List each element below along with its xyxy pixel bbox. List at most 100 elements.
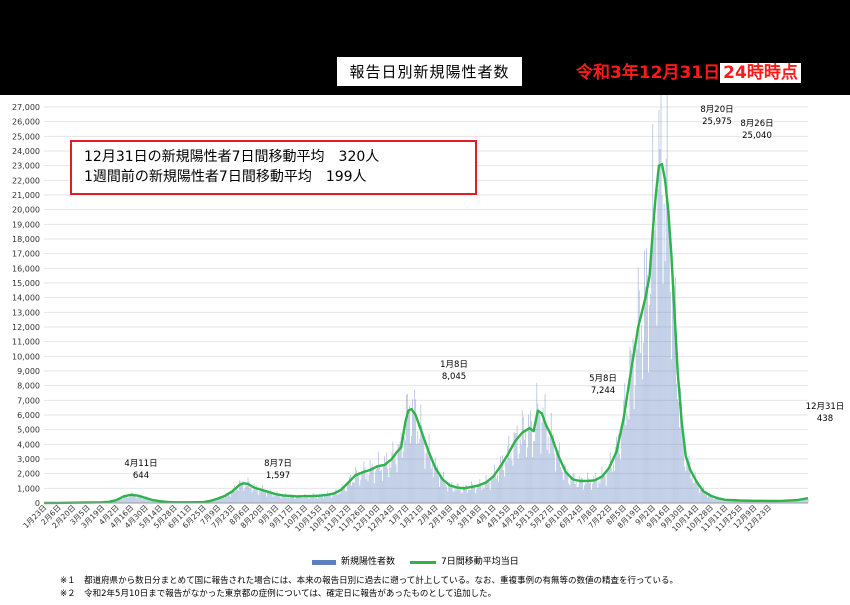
bar <box>339 493 341 503</box>
bar <box>694 472 696 503</box>
bar <box>398 444 400 503</box>
bar <box>450 484 452 503</box>
bar <box>503 469 505 503</box>
bar <box>342 488 344 503</box>
bar <box>365 479 367 503</box>
bar <box>351 485 352 503</box>
bar <box>520 444 522 503</box>
bar <box>391 452 393 503</box>
bar <box>575 481 577 503</box>
bar <box>632 338 634 503</box>
bar <box>492 475 494 503</box>
bar <box>512 465 514 503</box>
bar <box>648 372 649 503</box>
bar <box>570 477 572 503</box>
bar <box>253 483 255 503</box>
bar <box>710 495 712 503</box>
bar <box>131 492 133 503</box>
bar <box>297 496 299 503</box>
bar <box>458 489 460 503</box>
bar <box>257 494 259 503</box>
bar <box>518 453 520 503</box>
footnote-1: ※１ 都道府県から数日分まとめて国に報告された場合には、本来の報告日別に過去に遡… <box>60 576 679 586</box>
bar <box>650 293 652 503</box>
bar <box>135 498 137 503</box>
bar <box>679 427 681 503</box>
bar <box>516 425 518 503</box>
bar <box>463 487 465 503</box>
bar <box>238 490 240 503</box>
bar <box>628 419 630 503</box>
bar <box>428 433 430 503</box>
bar <box>598 480 600 503</box>
annotation-value: 25,040 <box>742 131 772 141</box>
bar <box>407 415 409 503</box>
bar <box>593 476 595 503</box>
bar <box>271 493 273 503</box>
bar <box>276 491 278 503</box>
y-tick-label: 23,000 <box>12 162 40 171</box>
bar <box>780 501 782 503</box>
bar <box>490 479 492 503</box>
bar <box>218 497 220 503</box>
bar <box>684 466 686 503</box>
bar <box>549 430 551 503</box>
bar <box>455 490 457 503</box>
y-tick-label: 25,000 <box>12 132 40 141</box>
bar <box>750 501 752 503</box>
bar <box>538 412 540 503</box>
bar <box>279 496 281 503</box>
bar <box>248 481 250 503</box>
bar <box>289 494 291 503</box>
bar <box>507 445 509 503</box>
bar <box>427 450 429 503</box>
bar <box>134 495 136 503</box>
bar <box>546 449 548 503</box>
bar <box>376 465 378 503</box>
bar <box>659 149 661 504</box>
bar <box>357 473 359 503</box>
bar <box>587 472 588 503</box>
y-tick-label: 18,000 <box>12 235 40 244</box>
bar <box>293 495 294 503</box>
y-tick-label: 11,000 <box>12 338 40 347</box>
bar <box>152 499 154 503</box>
bar <box>607 466 609 503</box>
bar <box>252 490 254 503</box>
bar <box>693 482 695 503</box>
bar <box>595 473 597 503</box>
bar <box>681 403 683 503</box>
bar <box>475 493 477 503</box>
bar <box>447 491 449 503</box>
bar <box>219 495 221 503</box>
bar <box>489 490 491 503</box>
footnote-2: ※２ 令和2年5月10日まで報告がなかった東京都の症例については、確定日に報告が… <box>60 589 497 599</box>
bar <box>418 443 420 503</box>
bar <box>242 480 244 503</box>
bar <box>302 498 304 503</box>
bar <box>220 498 222 503</box>
bar <box>554 471 556 503</box>
bar <box>155 500 157 503</box>
bar <box>550 413 552 503</box>
bar <box>528 414 529 503</box>
bar <box>692 482 694 503</box>
bar <box>292 496 293 503</box>
bar <box>695 478 697 503</box>
bar <box>212 500 214 503</box>
y-axis: 0 1,000 2,000 3,000 4,000 5,000 6,000 7,000 8,00… <box>12 103 40 508</box>
bar <box>121 498 123 503</box>
bar <box>524 431 526 503</box>
bar <box>800 500 802 503</box>
bar <box>698 492 700 503</box>
bar <box>562 471 564 503</box>
bar <box>274 496 276 503</box>
bar <box>331 497 333 503</box>
bar <box>422 431 424 503</box>
bar <box>148 498 149 503</box>
bar <box>139 494 141 503</box>
bar <box>499 464 500 503</box>
y-tick-label: 24,000 <box>12 147 40 156</box>
bar <box>532 456 534 503</box>
bar <box>125 495 127 503</box>
